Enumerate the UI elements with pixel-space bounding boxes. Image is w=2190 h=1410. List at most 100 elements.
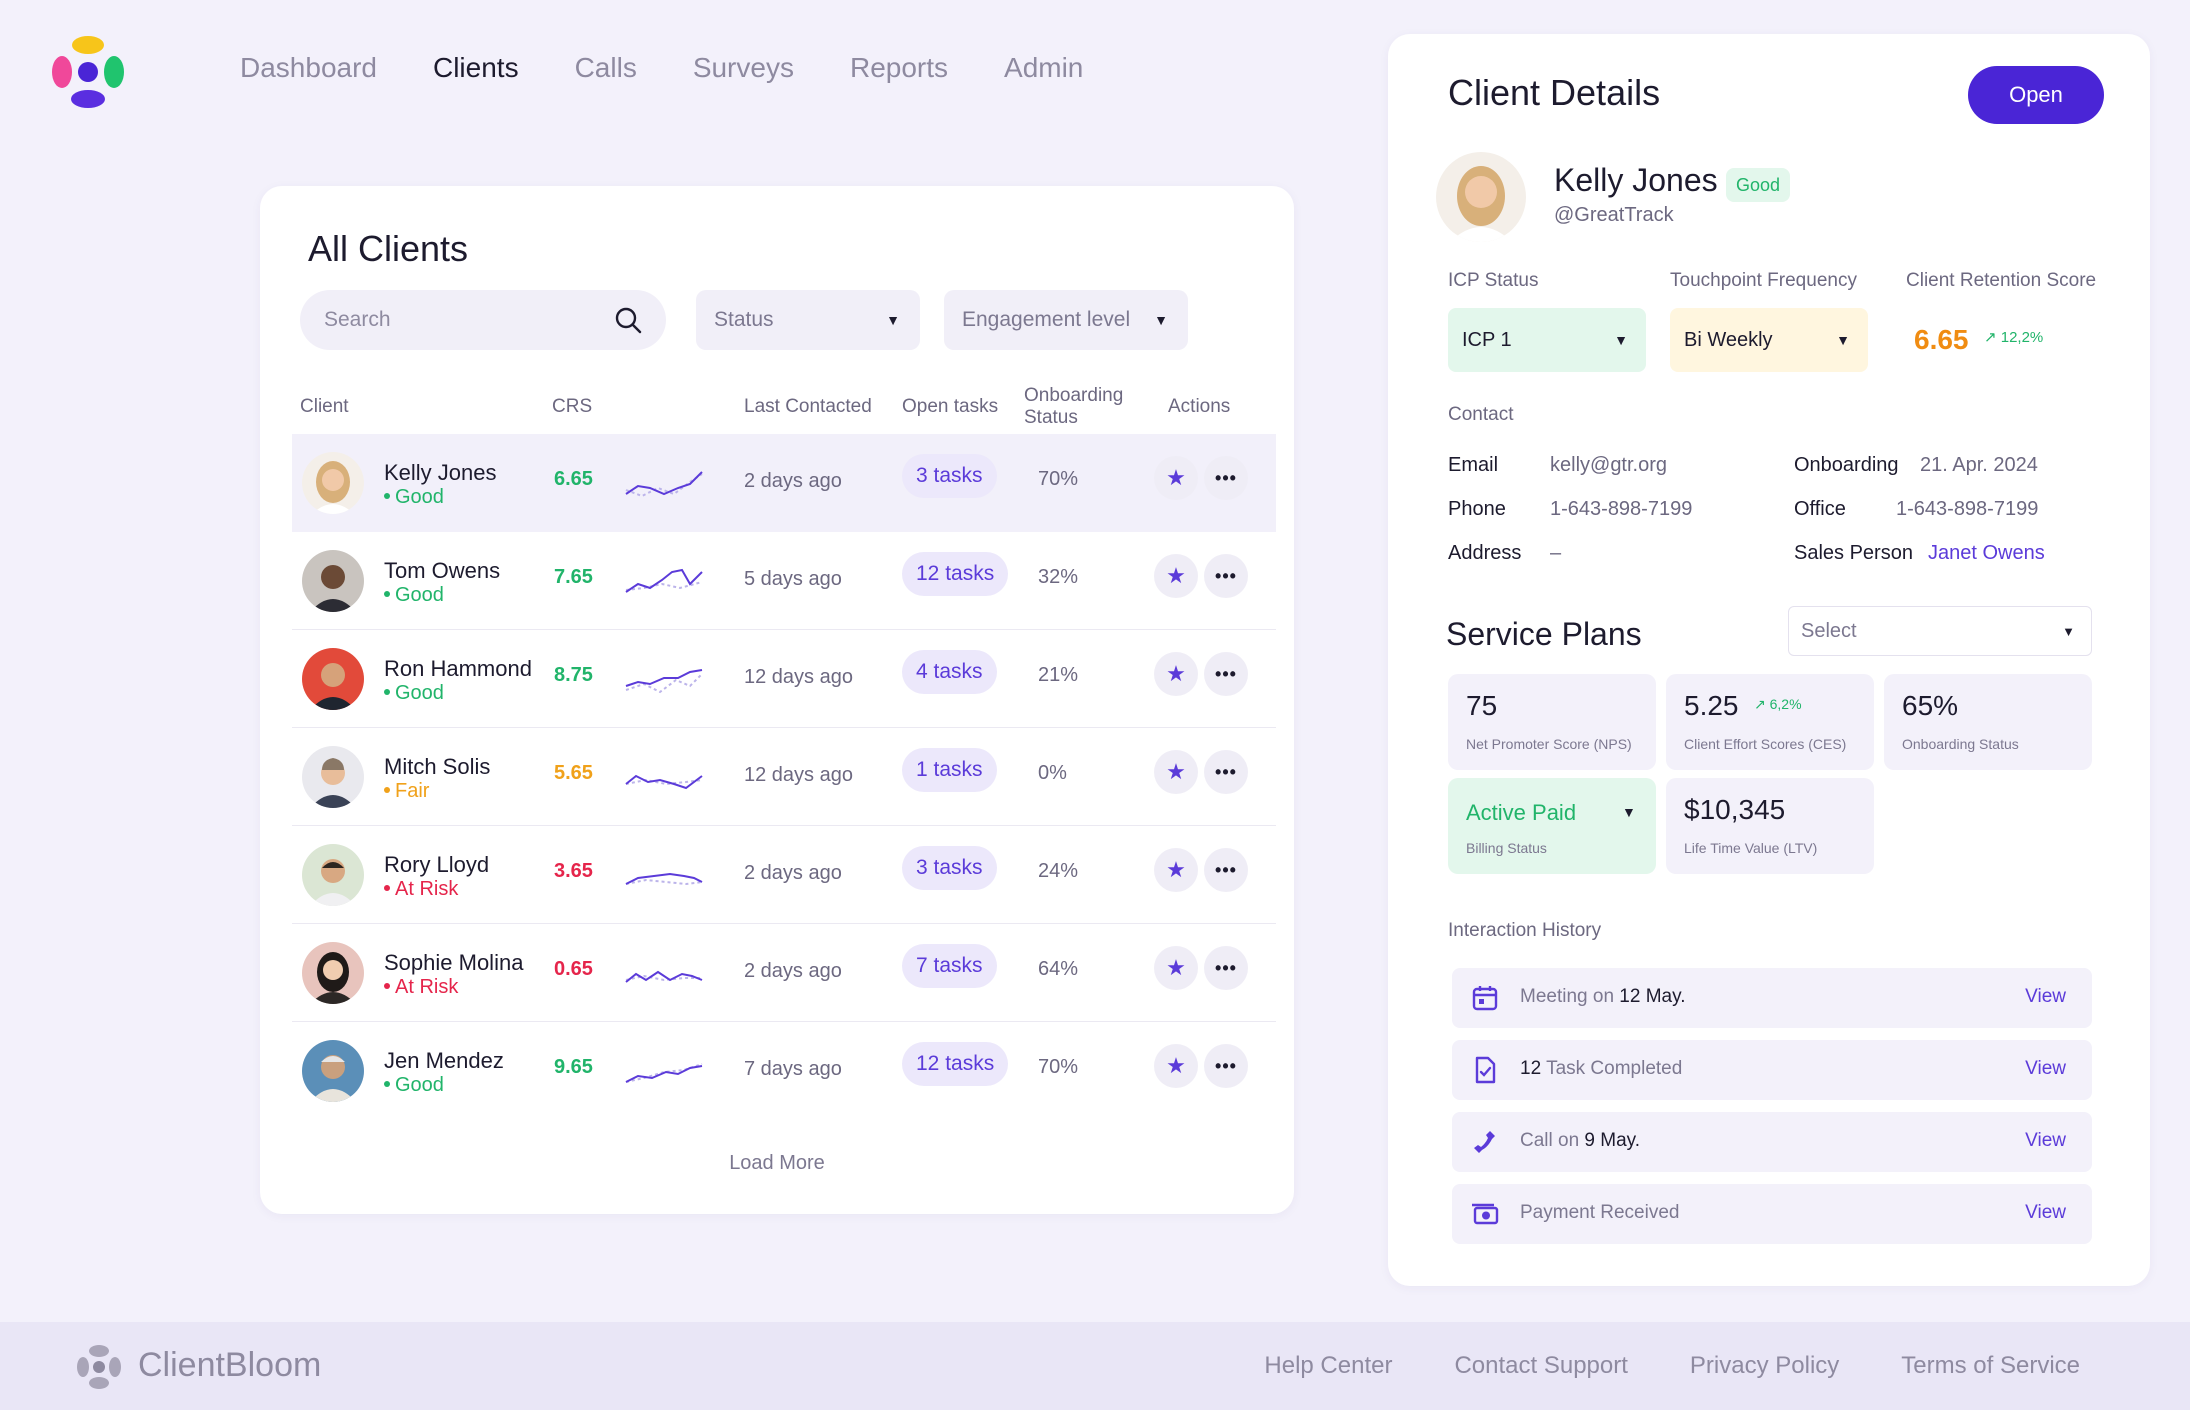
search-input[interactable] <box>324 308 594 332</box>
client-name: Tom Owens <box>384 558 501 583</box>
open-tasks-badge[interactable]: 3 tasks <box>902 846 997 890</box>
favorite-button[interactable]: ★ <box>1154 848 1198 892</box>
star-icon: ★ <box>1166 857 1186 882</box>
history-item[interactable]: Call on 9 May. View <box>1452 1112 2092 1172</box>
open-tasks-badge[interactable]: 4 tasks <box>902 650 997 694</box>
favorite-button[interactable]: ★ <box>1154 1044 1198 1088</box>
service-plans-title: Service Plans <box>1446 616 1642 652</box>
touchpoint-frequency-select[interactable]: Bi Weekly ▼ <box>1670 308 1868 372</box>
table-row[interactable]: Sophie Molina At Risk 0.65 2 days ago 7 … <box>292 924 1276 1022</box>
col-onboarding-line2: Status <box>1024 407 1078 428</box>
more-actions-button[interactable]: ••• <box>1204 456 1248 500</box>
more-actions-button[interactable]: ••• <box>1204 652 1248 696</box>
terms-of-service-link[interactable]: Terms of Service <box>1901 1352 2080 1379</box>
client-status: Fair <box>384 780 429 803</box>
contact-label: Contact <box>1448 404 1514 425</box>
table-row[interactable]: Rory Lloyd At Risk 3.65 2 days ago 3 tas… <box>292 826 1276 924</box>
more-actions-button[interactable]: ••• <box>1204 1044 1248 1088</box>
history-item[interactable]: Meeting on 12 May. View <box>1452 968 2092 1028</box>
client-details-card: Client Details Open Kelly Jones Good @Gr… <box>1388 34 2150 1286</box>
star-icon: ★ <box>1166 465 1186 490</box>
crs-value: 3.65 <box>554 860 593 882</box>
engagement-filter[interactable]: Engagement level ▼ <box>944 290 1188 350</box>
money-icon <box>1472 1203 1499 1225</box>
star-icon: ★ <box>1166 563 1186 588</box>
search-icon[interactable] <box>614 306 642 334</box>
service-plan-select[interactable]: Select ▼ <box>1788 606 2092 656</box>
touchpoint-frequency-value: Bi Weekly <box>1684 328 1773 351</box>
table-row[interactable]: Mitch Solis Fair 5.65 12 days ago 1 task… <box>292 728 1276 826</box>
more-actions-button[interactable]: ••• <box>1204 750 1248 794</box>
privacy-policy-link[interactable]: Privacy Policy <box>1689 1352 1840 1379</box>
open-tasks-badge[interactable]: 7 tasks <box>902 944 997 988</box>
icp-status-select[interactable]: ICP 1 ▼ <box>1448 308 1646 372</box>
onboarding-metric: 65% Onboarding Status <box>1884 674 2092 770</box>
retention-score-value: 6.65 <box>1914 324 1969 355</box>
avatar <box>1436 152 1526 242</box>
footer-logo <box>77 1345 121 1389</box>
crs-sparkline <box>625 471 703 498</box>
billing-status-label: Billing Status <box>1466 840 1547 856</box>
open-tasks-badge[interactable]: 3 tasks <box>902 454 997 498</box>
nav-calls[interactable]: Calls <box>574 52 637 83</box>
ltv-value: $10,345 <box>1684 794 1786 825</box>
onboarding-status-label: Onboarding Status <box>1902 736 2019 752</box>
crs-sparkline <box>625 568 703 593</box>
view-link[interactable]: View <box>2025 1130 2066 1151</box>
col-actions: Actions <box>1168 396 1231 417</box>
billing-status-select[interactable]: Active Paid ▼ Billing Status <box>1448 778 1656 874</box>
crs-sparkline <box>625 970 703 983</box>
address-value: – <box>1550 542 1562 564</box>
nav-surveys[interactable]: Surveys <box>692 52 794 83</box>
all-clients-card: All Clients Status ▼ Engagement level ▼ … <box>260 186 1294 1214</box>
view-link[interactable]: View <box>2025 1202 2066 1223</box>
favorite-button[interactable]: ★ <box>1154 652 1198 696</box>
more-actions-button[interactable]: ••• <box>1204 554 1248 598</box>
view-link[interactable]: View <box>2025 986 2066 1007</box>
favorite-button[interactable]: ★ <box>1154 554 1198 598</box>
table-row[interactable]: Tom Owens Good 7.65 5 days ago 12 tasks … <box>292 532 1276 630</box>
ces-value: 5.25 <box>1684 690 1739 721</box>
load-more-button[interactable]: Load More <box>729 1152 825 1174</box>
history-item[interactable]: 12 Task Completed View <box>1452 1040 2092 1100</box>
more-actions-button[interactable]: ••• <box>1204 848 1248 892</box>
history-text: Payment Received <box>1520 1202 1680 1223</box>
main-nav: Dashboard Clients Calls Surveys Reports … <box>240 52 1083 84</box>
sales-person-link[interactable]: Janet Owens <box>1928 542 2045 564</box>
client-name: Kelly Jones <box>1554 162 1718 198</box>
sales-person-key: Sales Person <box>1794 542 1913 564</box>
history-item[interactable]: Payment Received View <box>1452 1184 2092 1244</box>
favorite-button[interactable]: ★ <box>1154 946 1198 990</box>
avatar <box>302 550 364 612</box>
favorite-button[interactable]: ★ <box>1154 456 1198 500</box>
open-button[interactable]: Open <box>1968 66 2104 124</box>
nav-clients[interactable]: Clients <box>432 52 519 83</box>
open-tasks-badge[interactable]: 12 tasks <box>902 552 1009 596</box>
view-link[interactable]: View <box>2025 1058 2066 1079</box>
last-contacted: 5 days ago <box>744 568 842 590</box>
table-row[interactable]: Jen Mendez Good 9.65 7 days ago 12 tasks… <box>292 1022 1276 1120</box>
more-actions-button[interactable]: ••• <box>1204 946 1248 990</box>
nav-reports[interactable]: Reports <box>849 52 949 83</box>
nav-dashboard[interactable]: Dashboard <box>240 52 377 83</box>
status-filter[interactable]: Status ▼ <box>696 290 920 350</box>
billing-status-value: Active Paid <box>1466 800 1577 825</box>
nav-admin[interactable]: Admin <box>1004 52 1084 83</box>
table-row[interactable]: Ron Hammond Good 8.75 12 days ago 4 task… <box>292 630 1276 728</box>
last-contacted: 12 days ago <box>744 764 853 786</box>
contact-support-link[interactable]: Contact Support <box>1454 1352 1628 1379</box>
more-icon: ••• <box>1215 761 1237 782</box>
favorite-button[interactable]: ★ <box>1154 750 1198 794</box>
more-icon: ••• <box>1215 1055 1237 1076</box>
col-crs: CRS <box>552 396 593 417</box>
engagement-filter-label: Engagement level <box>962 308 1131 331</box>
office-key: Office <box>1794 498 1846 520</box>
help-center-link[interactable]: Help Center <box>1264 1352 1393 1379</box>
table-row[interactable]: Kelly Jones Good 6.65 2 days ago 3 tasks… <box>292 434 1276 532</box>
open-tasks-badge[interactable]: 12 tasks <box>902 1042 1009 1086</box>
more-icon: ••• <box>1215 957 1237 978</box>
last-contacted: 2 days ago <box>744 470 842 492</box>
phone-icon <box>1474 1131 1495 1153</box>
phone-value: 1-643-898-7199 <box>1550 498 1693 520</box>
open-tasks-badge[interactable]: 1 tasks <box>902 748 997 792</box>
